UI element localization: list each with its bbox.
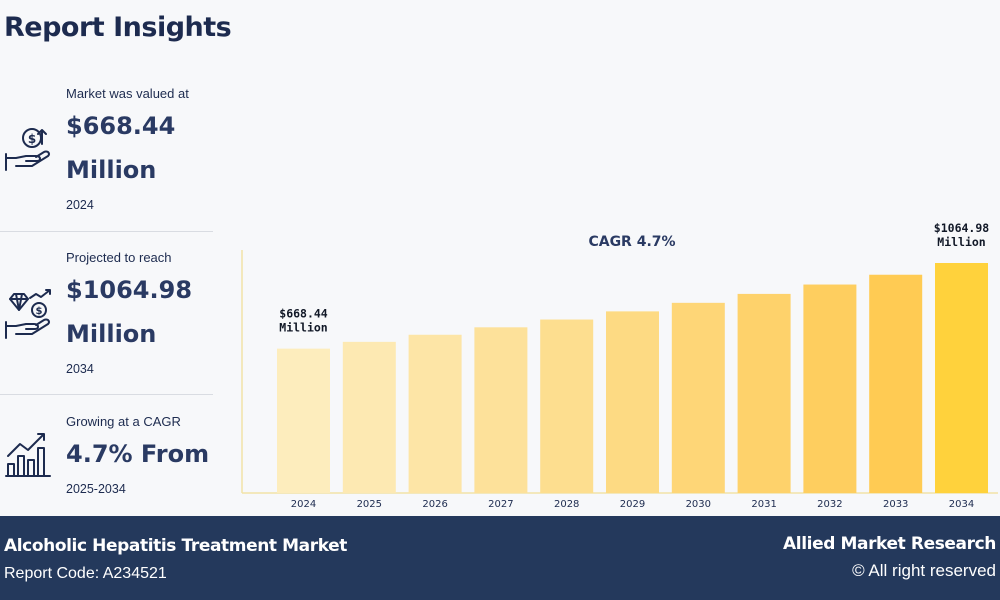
insight-year: 2034	[66, 362, 94, 376]
bar-growth-icon	[2, 428, 54, 480]
svg-text:$: $	[28, 132, 36, 146]
market-bar-chart: CAGR 4.7% 2024 2025 2026 2027 2028 2029 2030 203…	[240, 200, 1000, 518]
insight-lead: Projected to reach	[66, 250, 172, 265]
bar-2024	[277, 348, 330, 493]
insight-value: $668.44	[66, 112, 176, 140]
x-tick-label: 2028	[554, 499, 579, 510]
x-tick-label: 2027	[488, 499, 513, 510]
bar-2031	[737, 293, 791, 493]
data-label-unit: Million	[279, 321, 328, 335]
diamond-growth-hand-icon: $	[2, 288, 54, 340]
insight-unit: Million	[66, 320, 157, 348]
bar-2033	[869, 274, 923, 493]
market-name: Alcoholic Hepatitis Treatment Market	[4, 536, 348, 556]
x-tick-label: 2031	[751, 499, 776, 510]
insight-lead: Market was valued at	[66, 86, 189, 101]
x-tick-label: 2030	[686, 499, 711, 510]
data-label: $1064.98	[934, 221, 989, 235]
insight-value: $1064.98	[66, 276, 193, 304]
insight-unit: Million	[66, 156, 157, 184]
x-tick-label: 2029	[620, 499, 645, 510]
report-code: Report Code: A234521	[4, 565, 167, 582]
insight-projected-value: $ Projected to reach $1064.98 Million 20…	[0, 242, 215, 392]
divider	[0, 231, 213, 232]
bar-2029	[606, 311, 659, 493]
insight-market-value: $ Market was valued at $668.44 Million 2…	[0, 78, 215, 228]
footer-bar: Alcoholic Hepatitis Treatment Market Rep…	[0, 516, 1000, 600]
insight-value: 4.7% From	[66, 440, 210, 468]
rights-text: © All right reserved	[852, 561, 996, 580]
chart-svg: CAGR 4.7% 2024 2025 2026 2027 2028 2029 2030 203…	[241, 221, 998, 510]
bar-2032	[803, 284, 857, 493]
data-label-unit: Million	[937, 235, 986, 249]
x-tick-label: 2024	[291, 499, 316, 510]
x-tick-label: 2025	[357, 499, 382, 510]
insight-year: 2025-2034	[66, 482, 126, 496]
bar-2034	[935, 263, 988, 493]
bar-2027	[474, 327, 528, 493]
bar-2030	[671, 302, 725, 493]
x-tick-label: 2026	[422, 499, 447, 510]
bar-2025	[342, 341, 396, 493]
svg-text:$: $	[36, 306, 43, 317]
x-tick-label: 2033	[883, 499, 908, 510]
divider	[0, 394, 213, 395]
insight-year: 2024	[66, 198, 94, 212]
money-hand-icon: $	[2, 122, 54, 174]
x-tick-label: 2032	[817, 499, 842, 510]
page-title: Report Insights	[4, 12, 232, 43]
x-tick-label: 2034	[949, 499, 974, 510]
bar-2028	[540, 319, 594, 493]
insight-cagr: Growing at a CAGR 4.7% From 2025-2034	[0, 406, 215, 506]
brand-name: Allied Market Research	[783, 534, 996, 554]
bar-2026	[408, 334, 462, 493]
data-label: $668.44	[279, 307, 328, 321]
insight-lead: Growing at a CAGR	[66, 414, 181, 429]
chart-title: CAGR 4.7%	[588, 234, 675, 250]
